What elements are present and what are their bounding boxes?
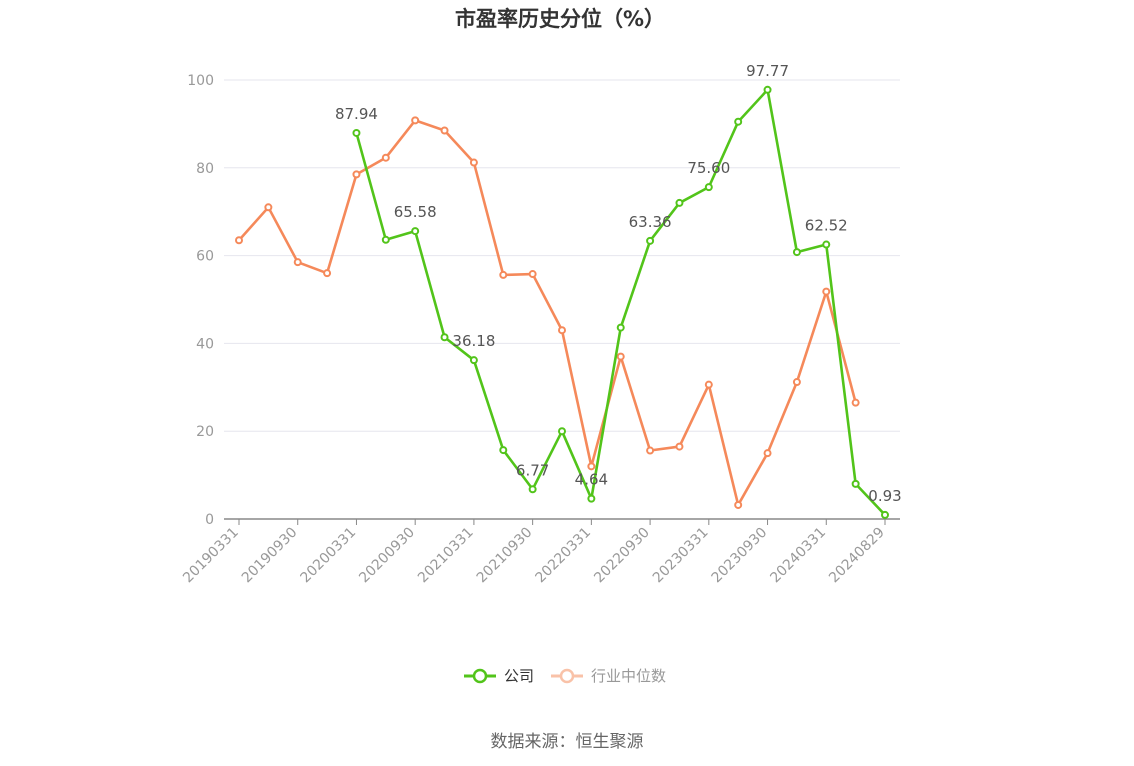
data-point-1[interactable]	[587, 462, 596, 471]
data-point-1[interactable]	[293, 258, 302, 267]
data-point-1[interactable]	[822, 287, 831, 296]
data-point-0[interactable]	[822, 240, 831, 249]
data-point-0[interactable]	[587, 494, 596, 503]
y-tick-label: 60	[196, 249, 214, 265]
data-point-1[interactable]	[469, 158, 478, 167]
data-point-0[interactable]	[469, 356, 478, 365]
x-tick-label: 20200930	[356, 525, 418, 587]
data-label: 62.52	[805, 217, 848, 235]
x-tick-label: 20210930	[474, 525, 536, 587]
data-point-1[interactable]	[734, 500, 743, 509]
data-point-1[interactable]	[792, 378, 801, 387]
data-point-1[interactable]	[440, 126, 449, 135]
axes: 0 20 40 60 80 100 2019033120190930202003312020…	[180, 73, 900, 586]
data-point-1[interactable]	[558, 326, 566, 335]
data-labels: 87.94 65.58 36.18 6.77 4.64 63.36 75.60 97.77 62…	[335, 62, 902, 505]
legend-item-company[interactable]: 公司	[464, 667, 534, 685]
y-tick-label: 20	[196, 424, 214, 440]
data-point-0[interactable]	[440, 333, 449, 342]
data-point-0[interactable]	[616, 323, 625, 332]
legend-marker-industry-median	[559, 668, 575, 684]
series-line-1	[238, 119, 857, 507]
x-tick-label: 20230930	[709, 525, 771, 587]
data-label: 4.64	[575, 471, 608, 489]
data-point-0[interactable]	[558, 427, 566, 436]
x-tick-label: 20230331	[650, 525, 712, 587]
series-line-0	[355, 88, 886, 516]
y-tick-label: 80	[196, 161, 214, 177]
data-point-0[interactable]	[792, 248, 801, 257]
data-point-0[interactable]	[763, 85, 772, 94]
data-point-0[interactable]	[851, 479, 860, 488]
data-point-0[interactable]	[675, 198, 684, 207]
source-note: 数据来源：恒生聚源	[491, 732, 644, 752]
data-point-0[interactable]	[881, 510, 889, 519]
x-tick-label: 20240331	[767, 525, 829, 587]
x-tick-label: 20210331	[415, 525, 477, 587]
data-point-1[interactable]	[851, 398, 860, 407]
x-tick-label: 20190331	[180, 525, 242, 587]
y-tick-label: 100	[187, 73, 214, 89]
y-tick-label: 40	[196, 336, 214, 352]
data-point-1[interactable]	[499, 270, 508, 279]
legend-label-company: 公司	[504, 667, 534, 685]
x-tick-label: 20200331	[298, 525, 360, 587]
data-point-1[interactable]	[704, 380, 713, 389]
data-label: 75.60	[687, 159, 730, 177]
x-tick-label: 20190930	[239, 525, 301, 587]
data-point-0[interactable]	[646, 236, 655, 245]
y-tick-label: 0	[205, 512, 214, 528]
data-point-1[interactable]	[646, 446, 655, 455]
data-point-0[interactable]	[499, 446, 508, 455]
x-tick-label: 20220331	[532, 525, 594, 587]
data-point-1[interactable]	[616, 352, 625, 361]
data-point-1[interactable]	[528, 270, 537, 279]
x-tick-label: 20220930	[591, 525, 653, 587]
data-point-1[interactable]	[763, 449, 772, 458]
data-point-1[interactable]	[235, 236, 243, 245]
legend-label-industry-median: 行业中位数	[591, 667, 666, 685]
legend-item-industry-median[interactable]: 行业中位数	[551, 667, 666, 685]
legend: 公司 行业中位数	[464, 667, 666, 685]
data-label: 87.94	[335, 105, 378, 123]
x-tick-label: 20240829	[826, 525, 888, 587]
data-label: 0.93	[868, 487, 901, 505]
data-label: 63.36	[629, 213, 672, 231]
chart-title: 市盈率历史分位（%）	[455, 7, 665, 31]
data-point-0[interactable]	[704, 183, 713, 192]
legend-marker-company	[472, 668, 488, 684]
data-label: 97.77	[746, 62, 789, 80]
data-point-1[interactable]	[264, 203, 273, 212]
grid	[224, 79, 900, 432]
data-point-0[interactable]	[352, 128, 361, 137]
data-point-0[interactable]	[411, 227, 420, 236]
data-point-0[interactable]	[734, 117, 743, 126]
data-point-1[interactable]	[323, 269, 332, 278]
series	[235, 85, 889, 519]
data-point-1[interactable]	[675, 442, 684, 451]
data-label: 6.77	[516, 461, 549, 479]
data-point-1[interactable]	[381, 153, 390, 162]
data-label: 36.18	[452, 332, 495, 350]
data-label: 65.58	[394, 203, 437, 221]
data-point-0[interactable]	[381, 235, 390, 244]
data-point-0[interactable]	[528, 485, 537, 494]
data-point-1[interactable]	[411, 116, 420, 125]
data-point-1[interactable]	[352, 170, 361, 179]
